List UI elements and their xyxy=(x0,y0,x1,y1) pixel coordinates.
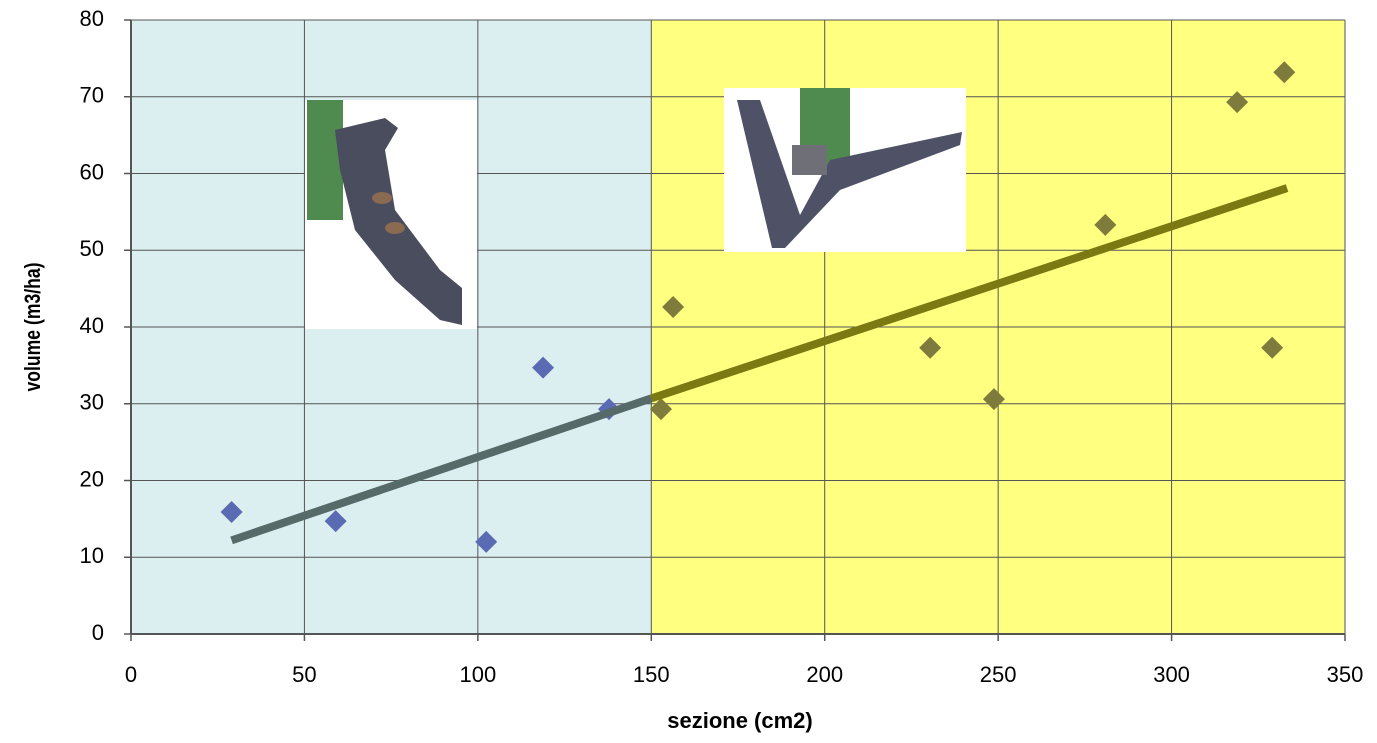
x-tick-label: 250 xyxy=(980,662,1017,687)
photo-right xyxy=(724,88,966,252)
x-tick-label: 0 xyxy=(125,662,137,687)
x-tick-label: 350 xyxy=(1327,662,1364,687)
photo-left xyxy=(305,100,477,329)
y-tick-label: 0 xyxy=(92,620,104,645)
y-axis-title: volume (m3/ha) xyxy=(21,263,45,392)
x-tick-label: 50 xyxy=(292,662,316,687)
y-tick-label: 20 xyxy=(80,466,104,491)
y-tick-label: 60 xyxy=(80,159,104,184)
y-tick-label: 50 xyxy=(80,236,104,261)
y-tick-label: 80 xyxy=(80,6,104,31)
y-tick-label: 40 xyxy=(80,313,104,338)
x-tick-label: 200 xyxy=(806,662,843,687)
x-tick-label: 300 xyxy=(1153,662,1190,687)
x-tick-label: 100 xyxy=(459,662,496,687)
y-tick-label: 10 xyxy=(80,543,104,568)
y-tick-label: 70 xyxy=(80,83,104,108)
x-axis-title: sezione (cm2) xyxy=(667,708,813,733)
x-tick-label: 150 xyxy=(633,662,670,687)
y-tick-label: 30 xyxy=(80,390,104,415)
chart: sezione (cm2) volume (m3/ha) 05010015020… xyxy=(0,0,1377,738)
